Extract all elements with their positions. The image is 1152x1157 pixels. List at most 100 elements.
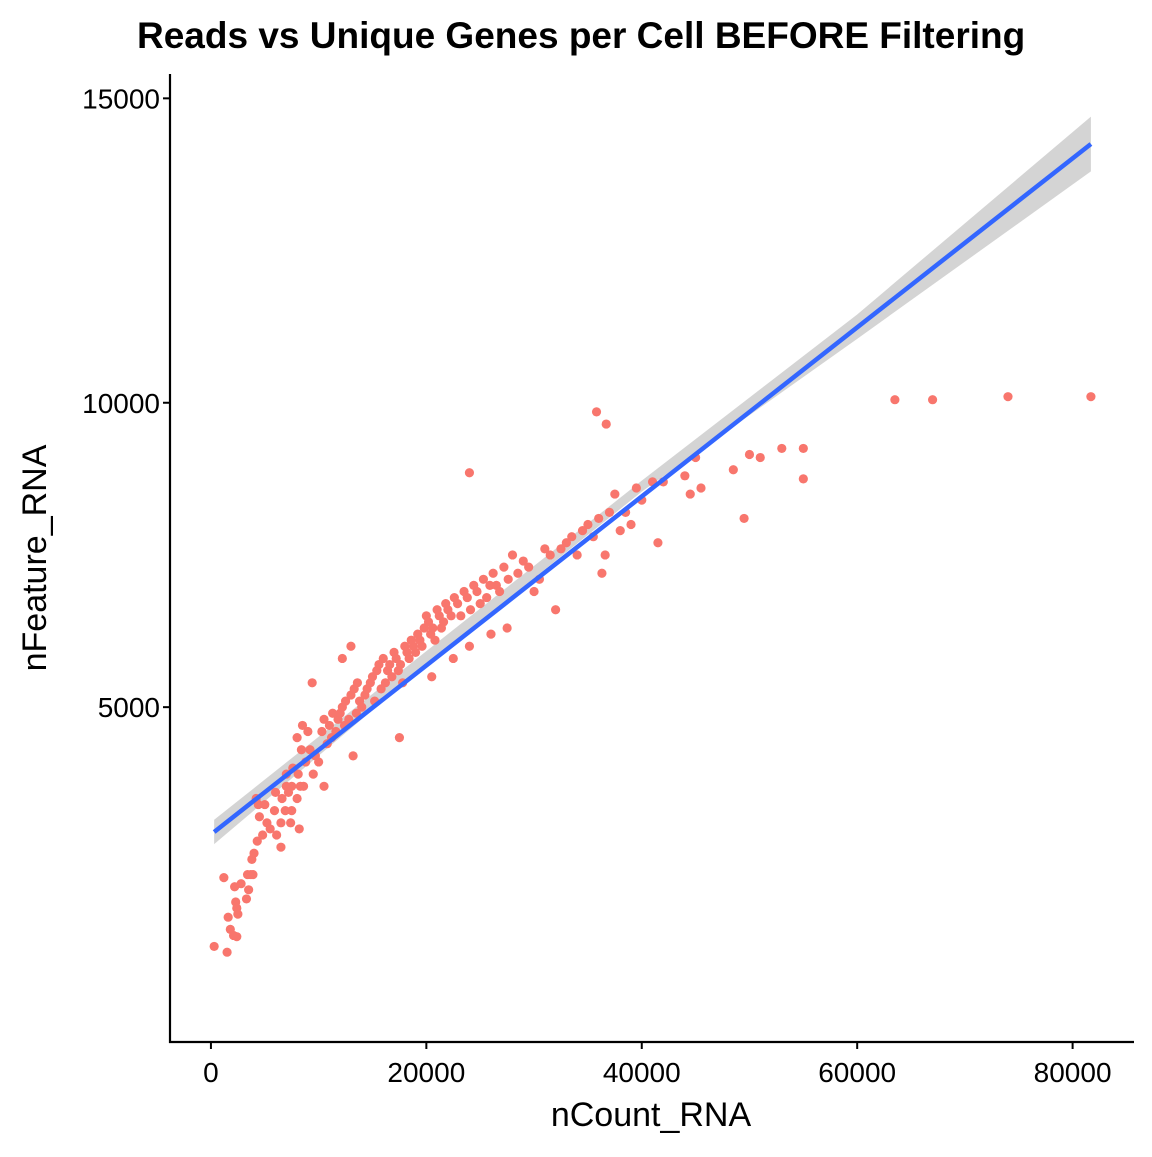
data-point <box>269 806 280 816</box>
data-point <box>600 550 610 560</box>
data-point <box>556 544 566 554</box>
data-point <box>232 932 242 942</box>
data-point <box>572 550 582 560</box>
data-point <box>464 641 475 651</box>
data-point <box>292 793 302 804</box>
data-point <box>248 869 258 880</box>
points-layer <box>209 392 1096 957</box>
data-point <box>305 745 315 755</box>
x-axis-title: nCount_RNA <box>551 1096 752 1134</box>
data-point <box>438 617 449 627</box>
y-axis-ticks: 5000 10000 15000 <box>82 83 170 723</box>
data-point <box>357 702 367 712</box>
data-point <box>494 586 505 597</box>
data-point <box>503 574 513 584</box>
data-point <box>1086 392 1096 402</box>
trend-line <box>212 142 1093 834</box>
data-point <box>352 678 363 688</box>
data-point <box>314 757 324 767</box>
data-point <box>276 842 286 852</box>
data-point <box>319 781 329 791</box>
data-point <box>626 519 636 530</box>
data-point <box>507 550 518 560</box>
data-point <box>209 941 219 952</box>
data-point <box>417 641 427 651</box>
data-point <box>610 489 620 499</box>
data-point <box>428 623 438 633</box>
data-point <box>307 678 317 688</box>
data-point <box>404 653 414 664</box>
data-point <box>387 672 397 682</box>
data-point <box>276 818 286 828</box>
data-point <box>798 443 808 454</box>
data-point <box>475 599 485 609</box>
data-point <box>287 806 297 816</box>
data-point <box>319 714 329 724</box>
data-point <box>464 468 475 478</box>
data-point <box>561 538 571 548</box>
data-point <box>551 605 561 615</box>
data-point <box>222 947 232 957</box>
data-point <box>529 586 539 597</box>
data-point <box>798 474 808 484</box>
data-point <box>293 769 303 779</box>
data-point <box>328 708 338 718</box>
data-point <box>631 483 641 493</box>
data-point <box>615 526 625 536</box>
data-point <box>577 526 588 536</box>
data-point <box>324 720 335 731</box>
data-point <box>485 580 495 590</box>
data-point <box>265 824 275 834</box>
data-point <box>499 562 509 572</box>
data-point <box>280 806 290 816</box>
data-point <box>346 641 356 651</box>
data-point <box>482 592 492 603</box>
data-point <box>410 647 421 657</box>
data-point <box>380 678 391 688</box>
data-point <box>297 720 308 731</box>
data-point <box>344 714 354 724</box>
data-point <box>317 726 327 737</box>
data-point <box>236 879 246 889</box>
x-tick-label: 20000 <box>387 1057 465 1088</box>
data-point <box>601 419 611 429</box>
data-point <box>337 653 347 664</box>
data-point <box>456 611 466 621</box>
data-point <box>545 550 555 560</box>
data-point <box>696 483 706 493</box>
data-point <box>462 592 472 603</box>
data-point <box>233 909 243 919</box>
data-point <box>395 659 406 670</box>
data-point <box>680 471 690 481</box>
data-point <box>277 793 287 804</box>
data-point <box>583 519 593 530</box>
data-point <box>728 465 738 475</box>
data-point <box>219 873 229 883</box>
data-point <box>430 635 440 645</box>
data-point <box>252 836 262 846</box>
x-tick-label: 0 <box>203 1057 219 1088</box>
data-point <box>427 672 437 682</box>
trend-line-layer <box>212 142 1093 834</box>
data-point <box>486 629 496 639</box>
data-point <box>478 574 489 584</box>
data-point <box>340 696 351 706</box>
data-point <box>594 513 604 524</box>
data-point <box>744 449 755 460</box>
data-point <box>777 443 787 454</box>
data-point <box>488 568 498 578</box>
data-point <box>755 452 765 463</box>
data-point <box>272 830 282 840</box>
data-point <box>518 556 528 566</box>
data-point <box>296 745 307 755</box>
data-point <box>604 507 615 517</box>
y-tick-label: 15000 <box>82 83 160 114</box>
data-point <box>452 599 463 609</box>
data-point <box>254 812 264 822</box>
data-point <box>385 659 395 670</box>
data-point <box>244 885 254 895</box>
data-point <box>597 568 607 578</box>
data-point <box>294 824 304 834</box>
x-tick-label: 80000 <box>1034 1057 1112 1088</box>
y-tick-label: 10000 <box>82 388 160 419</box>
